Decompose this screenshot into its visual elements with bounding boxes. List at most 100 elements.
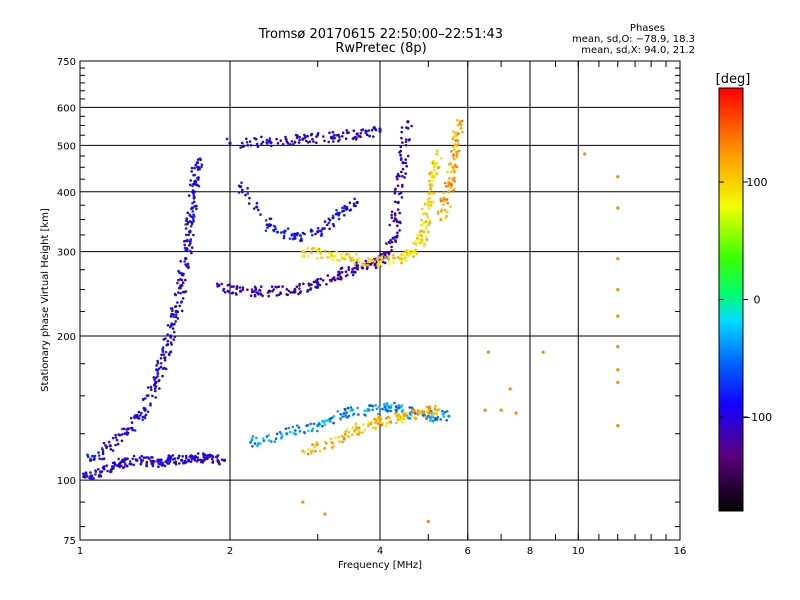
data-point	[436, 415, 440, 419]
data-point	[183, 260, 186, 263]
data-point	[180, 309, 184, 313]
data-point	[187, 233, 190, 237]
data-point	[342, 209, 346, 213]
data-point	[215, 455, 218, 458]
data-point	[348, 209, 352, 212]
data-point	[400, 261, 403, 265]
data-point	[190, 222, 194, 226]
data-point	[389, 238, 392, 242]
data-point	[386, 403, 389, 407]
data-point	[109, 468, 113, 472]
data-point	[164, 350, 168, 354]
data-point	[141, 459, 145, 462]
data-point	[292, 431, 295, 435]
data-point	[101, 450, 105, 454]
y-tick-label: 75	[63, 536, 76, 547]
data-point	[339, 277, 343, 281]
y-axis-ticks: 75 100 200 300 400 500 600 750	[57, 57, 680, 547]
data-point	[235, 286, 239, 290]
data-point	[381, 407, 384, 411]
data-point	[325, 223, 329, 227]
data-point	[174, 320, 177, 323]
data-point	[306, 134, 309, 138]
data-point	[366, 263, 370, 267]
data-point	[275, 137, 278, 141]
data-point	[355, 258, 359, 262]
y-axis-label: Stationary phase Virtual Height [km]	[40, 208, 51, 392]
data-point	[373, 263, 377, 267]
y-tick-label: 600	[57, 103, 76, 114]
data-point	[390, 210, 394, 213]
data-point	[177, 278, 180, 282]
data-point	[195, 183, 198, 187]
data-point	[381, 258, 385, 262]
data-point	[396, 412, 399, 416]
data-point	[179, 278, 182, 281]
data-point	[353, 266, 357, 270]
data-point	[252, 207, 256, 210]
x-tick-label: 10	[572, 546, 585, 557]
data-point	[448, 182, 452, 185]
data-point	[365, 409, 368, 413]
data-point	[197, 185, 201, 188]
data-point	[458, 120, 463, 124]
data-point	[393, 212, 397, 215]
data-point	[293, 232, 297, 236]
data-point	[420, 238, 424, 241]
data-point	[434, 412, 437, 415]
colorbar-label: [deg]	[716, 72, 751, 87]
data-point	[443, 208, 447, 212]
data-point	[184, 454, 188, 458]
data-point	[389, 409, 393, 413]
data-point	[425, 410, 429, 414]
data-point	[432, 200, 435, 204]
data-point	[410, 411, 414, 414]
data-point	[192, 217, 195, 221]
data-point	[123, 432, 127, 435]
data-point	[346, 415, 349, 419]
data-point	[139, 414, 142, 417]
data-point	[441, 412, 445, 416]
data-point	[423, 242, 426, 246]
data-point	[191, 210, 194, 213]
data-point	[376, 412, 380, 416]
data-point	[284, 137, 288, 141]
data-point	[297, 426, 301, 429]
data-point	[284, 427, 288, 431]
data-point	[354, 204, 358, 208]
data-point	[156, 460, 160, 463]
data-point	[97, 468, 100, 471]
data-point	[90, 474, 94, 478]
data-point	[433, 169, 436, 172]
data-point	[408, 417, 412, 420]
data-point	[145, 464, 148, 468]
data-point	[408, 138, 411, 141]
data-point	[396, 234, 399, 237]
data-point	[195, 204, 198, 208]
data-point	[372, 135, 375, 138]
data-point	[307, 448, 311, 451]
data-point	[402, 413, 406, 417]
data-point	[406, 120, 410, 124]
data-point	[429, 187, 433, 191]
data-point	[279, 231, 283, 234]
data-point	[440, 157, 443, 160]
data-point	[121, 458, 125, 462]
data-point	[171, 309, 174, 313]
data-point	[365, 267, 369, 271]
data-point	[141, 415, 145, 419]
data-point	[342, 438, 346, 441]
data-point	[279, 291, 282, 294]
data-point	[423, 202, 427, 206]
data-point	[114, 443, 117, 447]
data-point	[350, 433, 354, 437]
data-point	[149, 385, 153, 389]
data-point	[405, 249, 408, 252]
data-point	[457, 132, 460, 135]
data-point	[266, 142, 269, 145]
data-point	[303, 136, 307, 139]
data-point	[299, 290, 303, 293]
data-point	[400, 136, 403, 140]
data-point	[181, 281, 185, 285]
